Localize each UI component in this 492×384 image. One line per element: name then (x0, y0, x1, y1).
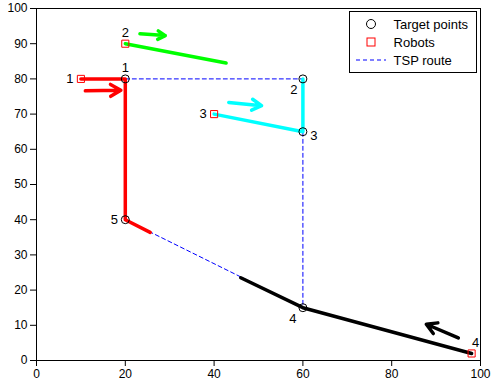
svg-text:2: 2 (122, 25, 129, 40)
html-text:Target points: Target points (393, 16, 468, 32)
html-text:TSP route: TSP route (393, 52, 452, 68)
svg-text:30: 30 (14, 248, 28, 262)
svg-text:3: 3 (310, 128, 317, 143)
svg-text:0: 0 (33, 367, 40, 381)
svg-text:3: 3 (199, 106, 206, 121)
svg-text:50: 50 (14, 177, 28, 191)
svg-text:5: 5 (111, 212, 118, 227)
svg-text:4: 4 (472, 335, 479, 350)
svg-text:0: 0 (21, 353, 28, 367)
svg-text:20: 20 (14, 283, 28, 297)
svg-text:4: 4 (289, 311, 296, 326)
svg-text:100: 100 (470, 367, 490, 381)
svg-text:1: 1 (122, 60, 129, 75)
svg-text:90: 90 (14, 37, 28, 51)
svg-text:40: 40 (14, 213, 28, 227)
svg-text:60: 60 (296, 367, 310, 381)
svg-text:80: 80 (14, 72, 28, 86)
svg-text:1: 1 (66, 71, 73, 86)
svg-text:2: 2 (290, 82, 297, 97)
svg-text:20: 20 (119, 367, 133, 381)
svg-text:80: 80 (385, 367, 399, 381)
svg-text:40: 40 (207, 367, 221, 381)
svg-text:100: 100 (7, 1, 27, 15)
html-text:Robots: Robots (393, 34, 435, 50)
svg-text:10: 10 (14, 318, 28, 332)
svg-text:70: 70 (14, 107, 28, 121)
svg-text:60: 60 (14, 142, 28, 156)
